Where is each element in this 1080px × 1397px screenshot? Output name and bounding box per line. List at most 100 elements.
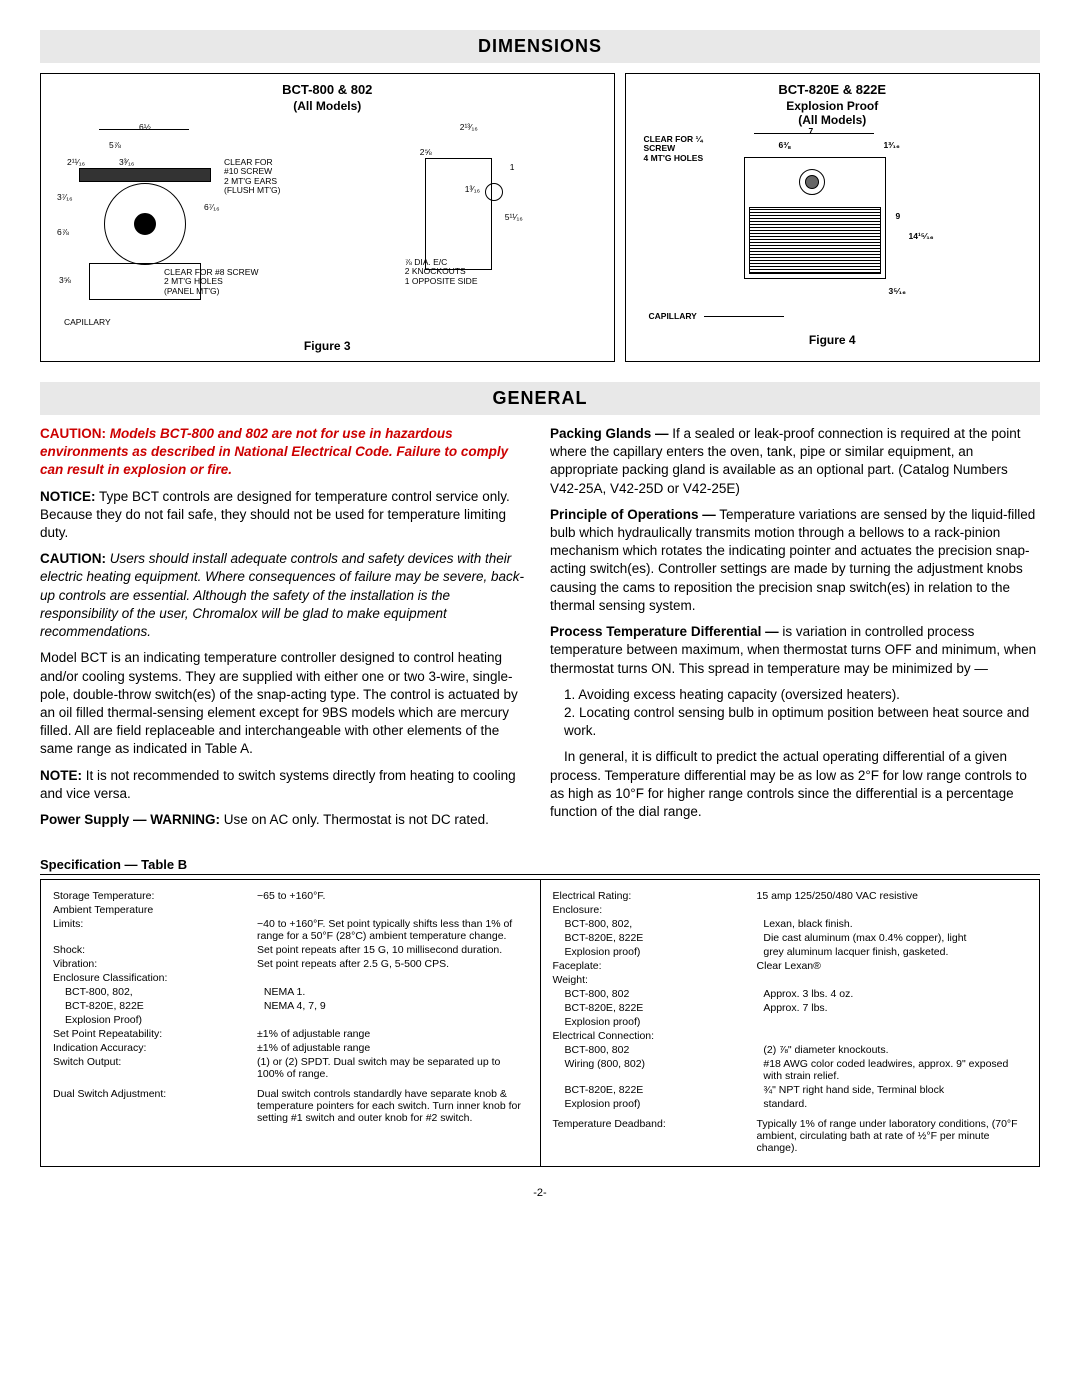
spec-ambient-value (257, 904, 527, 916)
power-label: Power Supply — WARNING: (40, 812, 220, 827)
spec-repeat-label: Set Point Repeatability: (53, 1028, 257, 1040)
caution-install-label: CAUTION: (40, 551, 106, 566)
process-para: Process Temperature Differential — is va… (550, 623, 1040, 678)
spec-encl-b: BCT-820E, 822ENEMA 4, 7, 9 (53, 1000, 528, 1012)
figure-4-box: BCT-820E & 822E Explosion Proof (All Mod… (625, 73, 1041, 362)
spec-encl-c-value (264, 1014, 528, 1026)
spec-weight: Weight: (553, 974, 1028, 986)
spec-ec-a-label: BCT-800, 802 (553, 1044, 764, 1056)
top-rail (79, 168, 211, 182)
spec-encl-c-label: Explosion Proof) (53, 1014, 264, 1026)
spec-ec-value (757, 1030, 1027, 1042)
spec-ec: Electrical Connection: (553, 1030, 1028, 1042)
dim-2-58: 2⅝ (420, 148, 432, 157)
dim7-line (754, 133, 874, 134)
notice-label: NOTICE: (40, 489, 96, 504)
spec-right-col: Electrical Rating:15 amp 125/250/480 VAC… (541, 880, 1040, 1166)
caution-hazardous: CAUTION: Models BCT-800 and 802 are not … (40, 425, 530, 480)
spec-weight-value (757, 974, 1027, 986)
top-port-inner (805, 175, 819, 189)
dim-1-316: 1³⁄₁₆ (465, 185, 480, 194)
spec-table-title: Specification — Table B (40, 857, 1040, 875)
general-left-col: CAUTION: Models BCT-800 and 802 are not … (40, 425, 530, 837)
cap-line (704, 316, 784, 317)
side-body (425, 158, 492, 270)
fig3-diagram: 6½ 5⅞ 2¹¹⁄₁₆ 3³⁄₁₆ 3⁷⁄₁₆ 6⅞ 6⁷⁄₁₆ 3⅝ CLE… (49, 113, 606, 333)
spec-w-c-label: Explosion proof) (553, 1016, 764, 1028)
notice-para: NOTICE: Type BCT controls are designed f… (40, 488, 530, 543)
spec-deadband-value: Typically 1% of range under laboratory c… (757, 1118, 1027, 1154)
spec-encl-b-label: BCT-820E, 822E (53, 1000, 264, 1012)
clear10-note: CLEAR FOR #10 SCREW 2 MT'G EARS (FLUSH M… (224, 158, 280, 195)
spec-encl-label: Enclosure Classification: (53, 972, 257, 984)
spec-w-a-label: BCT-800, 802 (553, 988, 764, 1000)
caution-install-text: Users should install adequate controls a… (40, 551, 524, 639)
spec-switch: Switch Output:(1) or (2) SPDT. Dual swit… (53, 1056, 528, 1080)
spec-ec-b: Wiring (800, 802)#18 AWG color coded lea… (553, 1058, 1028, 1082)
dim-6-12: 6½ (139, 123, 151, 132)
spec-ec-b-label: Wiring (800, 802) (553, 1058, 764, 1082)
principle-text: Temperature variations are sensed by the… (550, 507, 1035, 613)
spec-rating-value: 15 amp 125/250/480 VAC resistive (757, 890, 1027, 902)
spec-ec-d: Explosion proof)standard. (553, 1098, 1028, 1110)
general-header: GENERAL (40, 382, 1040, 415)
spec-dual-label: Dual Switch Adjustment: (53, 1088, 257, 1124)
spec-vibration-label: Vibration: (53, 958, 257, 970)
principle-label: Principle of Operations — (550, 507, 716, 522)
spec-repeat-value: ±1% of adjustable range (257, 1028, 527, 1040)
spec-ec-label: Electrical Connection: (553, 1030, 757, 1042)
fins (749, 207, 881, 274)
spec-left-col: Storage Temperature:−65 to +160°F. Ambie… (41, 880, 541, 1166)
principle-para: Principle of Operations — Temperature va… (550, 506, 1040, 615)
spec-deadband: Temperature Deadband:Typically 1% of ran… (553, 1118, 1028, 1154)
spec-r-encl-b-label: BCT-820E, 822E (553, 932, 764, 944)
spec-r-encl-a-label: BCT-800, 802, (553, 918, 764, 930)
spec-ec-d-value: standard. (763, 1098, 1027, 1110)
spec-faceplate: Faceplate:Clear Lexan® (553, 960, 1028, 972)
dimensions-header: DIMENSIONS (40, 30, 1040, 63)
spec-encl-b-value: NEMA 4, 7, 9 (264, 1000, 528, 1012)
spec-accuracy-label: Indication Accuracy: (53, 1042, 257, 1054)
note-para: NOTE: It is not recommended to switch sy… (40, 767, 530, 803)
spec-r-encl-value (757, 904, 1027, 916)
model-bct-para: Model BCT is an indicating temperature c… (40, 649, 530, 758)
fig3-caption: Figure 3 (49, 339, 606, 353)
note-text: It is not recommended to switch systems … (40, 768, 516, 801)
general-right-col: Packing Glands — If a sealed or leak-pro… (550, 425, 1040, 837)
process-end-para: In general, it is difficult to predict t… (550, 748, 1040, 821)
dim-2-13-16: 2¹³⁄₁₆ (460, 123, 478, 132)
spec-w-b-label: BCT-820E, 822E (553, 1002, 764, 1014)
spec-r-encl-c: Explosion proof)grey aluminum lacquer fi… (553, 946, 1028, 958)
spec-dual-value: Dual switch controls standardly have sep… (257, 1088, 527, 1124)
general-content: CAUTION: Models BCT-800 and 802 are not … (40, 425, 1040, 837)
spec-limits-label: Limits: (53, 918, 257, 942)
packing-label: Packing Glands — (550, 426, 669, 441)
dim-6-716: 6⁷⁄₁₆ (204, 203, 220, 212)
packing-para: Packing Glands — If a sealed or leak-pro… (550, 425, 1040, 498)
spec-vibration-value: Set point repeats after 2.5 G, 5-500 CPS… (257, 958, 527, 970)
spec-w-c-value (763, 1016, 1027, 1028)
process-label: Process Temperature Differential — (550, 624, 779, 639)
spec-rating-label: Electrical Rating: (553, 890, 757, 902)
spec-dual: Dual Switch Adjustment:Dual switch contr… (53, 1088, 528, 1124)
dim-3-7-16: 3⁷⁄₁₆ (57, 193, 73, 202)
spec-r-encl-a-value: Lexan, black finish. (763, 918, 1027, 930)
fig4-diagram: CLEAR FOR ¼ SCREW 4 MT'G HOLES 7 6⅜ 1³⁄₁… (634, 127, 1032, 327)
spec-switch-label: Switch Output: (53, 1056, 257, 1080)
process-item-2: 2. Locating control sensing bulb in opti… (564, 704, 1040, 740)
fig4-sub-a: Explosion Proof (634, 99, 1032, 113)
spec-r-encl-c-label: Explosion proof) (553, 946, 764, 958)
spec-encl-a: BCT-800, 802,NEMA 1. (53, 986, 528, 998)
spec-switch-value: (1) or (2) SPDT. Dual switch may be sepa… (257, 1056, 527, 1080)
fig3-subtitle: (All Models) (49, 99, 606, 113)
spec-w-a-value: Approx. 3 lbs. 4 oz. (763, 988, 1027, 1000)
spec-ec-c: BCT-820E, 822E¾" NPT right hand side, Te… (553, 1084, 1028, 1096)
spec-r-encl-label: Enclosure: (553, 904, 757, 916)
spec-encl-c: Explosion Proof) (53, 1014, 528, 1026)
page-number: -2- (40, 1187, 1040, 1199)
spec-rating: Electrical Rating:15 amp 125/250/480 VAC… (553, 890, 1028, 902)
spec-encl-a-label: BCT-800, 802, (53, 986, 264, 998)
spec-ec-a-value: (2) ⅞" diameter knockouts. (763, 1044, 1027, 1056)
spec-storage: Storage Temperature:−65 to +160°F. (53, 890, 528, 902)
notice-text: Type BCT controls are designed for tempe… (40, 489, 510, 540)
